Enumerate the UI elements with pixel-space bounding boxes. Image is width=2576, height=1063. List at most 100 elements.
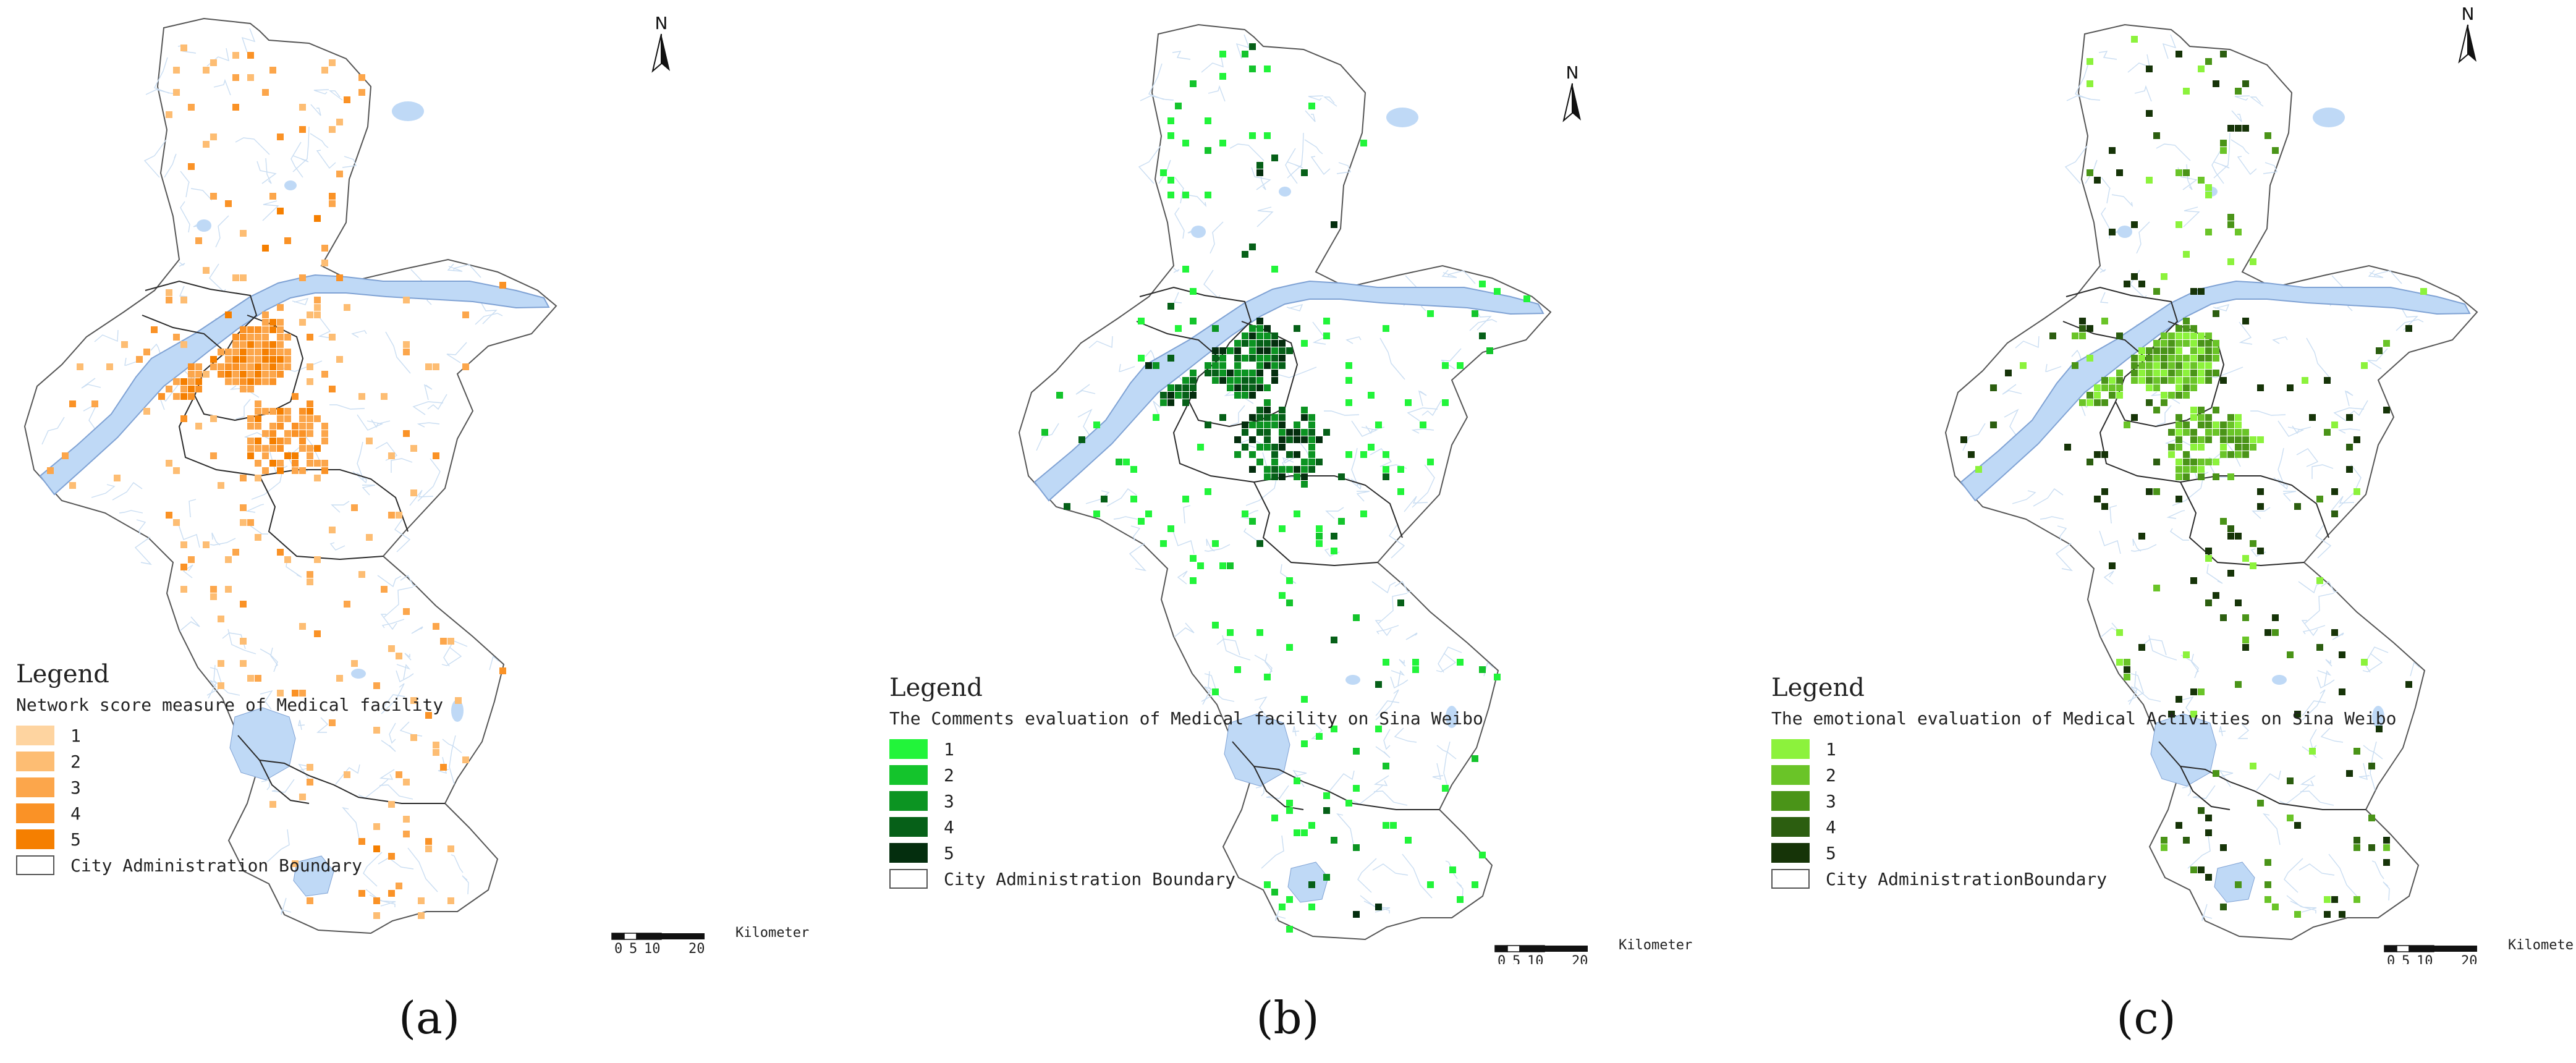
facility-cell [203, 267, 210, 274]
stream-line [2180, 696, 2194, 716]
facility-cell [462, 363, 469, 370]
facility-cell [1056, 392, 1063, 399]
stream-line [2263, 813, 2281, 845]
facility-cell [247, 519, 254, 526]
facility-cell [455, 697, 462, 704]
facility-cell [2079, 325, 2086, 332]
stream-line [292, 126, 310, 172]
facility-cell [1279, 362, 1286, 369]
facility-cell [1479, 332, 1486, 339]
facility-cell [262, 245, 269, 252]
stream-line [441, 646, 462, 666]
facility-cell [2079, 332, 2086, 339]
facility-cell [284, 334, 291, 341]
facility-cell [358, 571, 365, 578]
stream-line [443, 640, 468, 667]
facility-cell [499, 667, 506, 674]
facility-cell [1383, 451, 1389, 458]
facility-cell [1264, 384, 1271, 391]
facility-cell [1256, 540, 1263, 547]
stream-line [1206, 538, 1215, 552]
facility-cell [1960, 436, 1967, 443]
facility-cell [2227, 570, 2234, 577]
facility-cell [2161, 355, 2167, 362]
facility-cell [173, 467, 180, 474]
facility-cell [1190, 370, 1197, 376]
facility-cell [1375, 726, 1382, 732]
facility-cell [262, 349, 269, 355]
facility-cell [1308, 421, 1315, 428]
facility-cell [1427, 881, 1434, 888]
scale-segment [1507, 945, 1520, 952]
facility-cell [232, 378, 239, 385]
facility-cell [2205, 362, 2212, 369]
facility-cell [1279, 592, 1286, 599]
scale-tick-label: 5 [2402, 954, 2410, 964]
facility-cell [2131, 414, 2138, 421]
facility-cell [2346, 444, 2353, 451]
stream-line [1304, 139, 1323, 155]
stream-line [363, 852, 383, 887]
facility-cell [2354, 896, 2360, 903]
facility-cell [2176, 414, 2182, 421]
stream-line [1292, 726, 1300, 737]
facility-cell [321, 423, 328, 430]
facility-cell [314, 297, 321, 303]
facility-cell [240, 475, 247, 481]
facility-cell [277, 549, 284, 556]
facility-cell [440, 638, 447, 645]
facility-cell [1301, 340, 1308, 347]
facility-cell [114, 475, 121, 481]
facility-cell [2138, 644, 2145, 651]
facility-cell [403, 608, 410, 615]
stream-line [2015, 336, 2040, 349]
facility-cell [2161, 347, 2167, 354]
facility-cell [1279, 904, 1286, 910]
facility-cell [1130, 496, 1137, 502]
stream-line [154, 57, 170, 94]
facility-cell [1219, 140, 1226, 146]
facility-cell [1264, 332, 1271, 339]
scale-segment [2384, 945, 2397, 952]
legend-swatch [16, 829, 54, 849]
scale-tick-label: 5 [629, 941, 637, 957]
facility-cell [358, 838, 365, 845]
facility-cell [381, 393, 388, 400]
stream-line [119, 510, 143, 514]
stream-line [2282, 491, 2297, 502]
facility-cell [2183, 466, 2190, 473]
facility-cell [218, 616, 224, 622]
stream-line [2348, 400, 2368, 417]
stream-line [1399, 659, 1406, 667]
facility-cell [2316, 496, 2323, 502]
facility-cell [2094, 399, 2101, 406]
facility-cell [1383, 659, 1389, 666]
facility-cell [1190, 555, 1197, 562]
map-panel-c: N 0 5 10 20 Kilometer Legend The emotional ev… [1717, 0, 2575, 1063]
facility-cell [329, 126, 336, 133]
facility-cell [2324, 911, 2331, 918]
facility-cell [173, 89, 180, 96]
facility-cell [1294, 325, 1300, 332]
facility-cell [1442, 362, 1449, 369]
scale-segment [2396, 945, 2410, 952]
facility-cell [403, 779, 410, 786]
stream-line [407, 847, 438, 892]
facility-cell [2094, 496, 2101, 502]
facility-cell [1234, 362, 1241, 369]
facility-cell [240, 356, 247, 363]
facility-cell [2331, 421, 2338, 428]
stream-line [189, 499, 197, 517]
facility-cell [240, 326, 247, 333]
stream-line [1266, 785, 1289, 799]
facility-cell [2331, 629, 2338, 636]
facility-cell [462, 311, 469, 318]
facility-cell [2354, 837, 2360, 844]
facility-cell [1301, 459, 1308, 465]
facility-cell [277, 133, 284, 140]
facility-cell [1249, 370, 1256, 376]
facility-cell [2094, 384, 2101, 391]
facility-cell [1968, 451, 1975, 458]
